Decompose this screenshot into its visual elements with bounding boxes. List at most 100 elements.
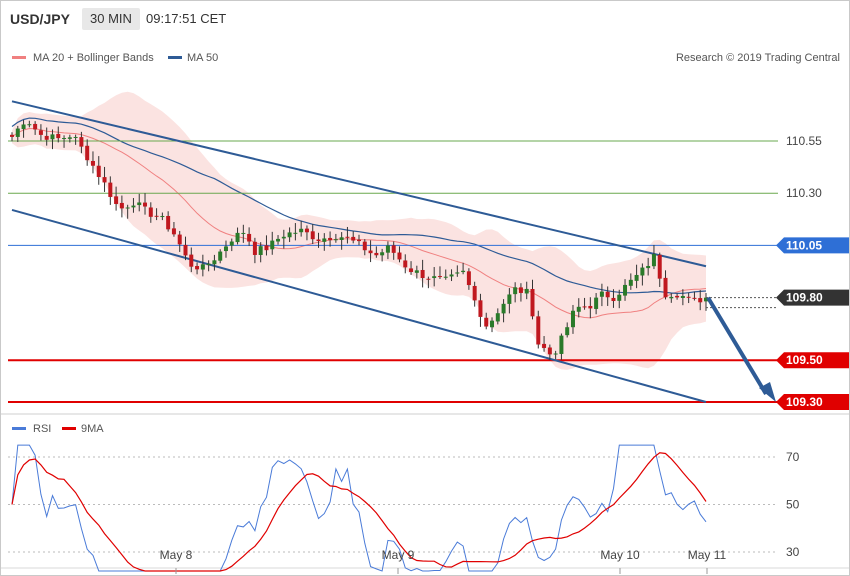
candle [461, 262, 466, 275]
candle-body [62, 138, 67, 140]
ma50-legend-label: MA 50 [187, 52, 218, 64]
last-price-tag [776, 289, 849, 306]
candle [310, 224, 315, 245]
candle-body [455, 272, 460, 274]
candle [547, 344, 552, 361]
candle [391, 241, 396, 260]
timeframe-button[interactable]: 30 MIN [82, 8, 140, 30]
candle [403, 254, 408, 274]
level-label-109.50: 109.50 [786, 353, 823, 367]
candle-body [27, 124, 32, 126]
channel-lower-line [11, 208, 707, 403]
candle-body [351, 236, 356, 241]
candle-body [518, 287, 523, 293]
candle-body [698, 298, 703, 303]
candle [247, 227, 252, 246]
symbol-label[interactable]: USD/JPY [10, 11, 70, 27]
candle-body [530, 289, 535, 317]
candle-body [490, 320, 495, 328]
candle-body [247, 233, 252, 242]
candle [85, 139, 90, 166]
candle [536, 310, 541, 349]
candle [183, 236, 188, 261]
candle [455, 265, 460, 277]
candle [137, 193, 142, 212]
candle-body [287, 232, 292, 238]
candle-body [651, 254, 656, 267]
candle-body [44, 135, 49, 140]
candle [293, 223, 298, 241]
candle [316, 232, 321, 248]
candle [437, 266, 442, 279]
candle-body [576, 306, 581, 312]
candle-body [223, 246, 228, 252]
candle-body [154, 215, 159, 217]
candle [223, 240, 228, 258]
candle-body [374, 252, 379, 256]
candle-body [264, 245, 269, 251]
candle [357, 234, 361, 246]
rsi-ma-legend-label: 9MA [81, 423, 104, 435]
candle-body [420, 269, 425, 279]
candle-body [67, 137, 72, 139]
candle-body [478, 300, 483, 317]
candle [588, 297, 593, 319]
level-label-109.30: 109.30 [786, 395, 823, 409]
candle [351, 231, 356, 244]
candle [594, 293, 599, 315]
candle-body [634, 274, 639, 281]
candle-body [611, 297, 616, 302]
candle-body [704, 297, 708, 302]
candle-body [409, 268, 414, 272]
rsi-tick-70: 70 [786, 450, 800, 464]
candle [651, 244, 656, 270]
candle [38, 124, 43, 141]
candle [270, 231, 275, 255]
candle [241, 224, 246, 243]
candle [472, 281, 477, 307]
candle [449, 269, 454, 282]
candle [212, 254, 217, 271]
candle-body [108, 182, 113, 197]
candle-body [21, 124, 26, 130]
candle-body [56, 133, 61, 139]
candle [565, 322, 570, 338]
candle-body [258, 246, 263, 255]
candle-body [270, 240, 275, 250]
candle-body [183, 244, 188, 256]
candle [409, 261, 414, 275]
candle-body [443, 276, 448, 278]
candle [443, 269, 448, 280]
candle-body [90, 160, 95, 166]
candle [495, 308, 500, 325]
candle [582, 297, 587, 310]
candle-body [10, 134, 14, 137]
candle [252, 237, 257, 264]
candle-body [391, 245, 396, 253]
candle [73, 134, 78, 145]
candle-body [281, 236, 286, 239]
candle [385, 241, 390, 260]
candle-body [484, 317, 489, 327]
x-tick-label-3: May 11 [688, 548, 727, 562]
candle [195, 262, 200, 275]
candle [154, 208, 159, 221]
last-price-label: 109.80 [786, 291, 823, 305]
candle-body [588, 305, 593, 309]
candle [27, 120, 32, 128]
candle [397, 246, 402, 263]
candle-body [38, 130, 43, 135]
x-tick-label-0: May 8 [160, 548, 193, 562]
candle-body [524, 288, 529, 294]
candle-body [206, 263, 211, 266]
candle [466, 268, 471, 290]
rsi-legend: RSI 9MA [12, 423, 104, 435]
candle-body [15, 128, 20, 137]
candle-body [680, 295, 685, 298]
candle-body [310, 231, 315, 240]
candle-body [328, 237, 333, 241]
candle-body [669, 296, 674, 299]
rsi-line [11, 444, 707, 572]
forecast-arrow-shaft [706, 296, 768, 396]
